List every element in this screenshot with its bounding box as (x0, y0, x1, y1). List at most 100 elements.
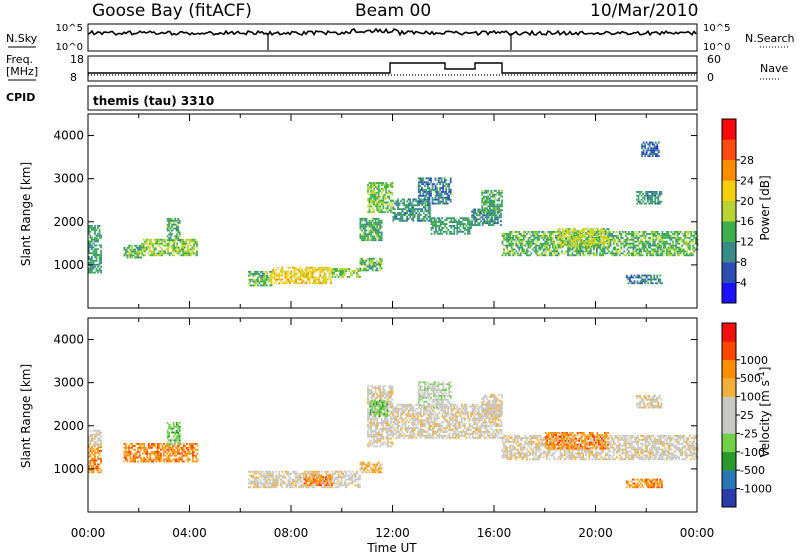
velocity-cell (367, 408, 369, 411)
power-cell (521, 242, 524, 245)
power-cell (403, 219, 405, 222)
power-cell (498, 205, 500, 208)
power-ytick-label: 3000 (53, 172, 84, 186)
velocity-cell (97, 465, 99, 468)
power-cell (370, 191, 372, 194)
power-cell (521, 248, 524, 251)
power-cell (168, 242, 171, 245)
velocity-cell (163, 458, 165, 461)
velocity-cell (97, 457, 99, 460)
power-cell (545, 238, 548, 241)
power-cell (289, 282, 291, 285)
power-cell (97, 271, 99, 274)
power-cell (535, 246, 537, 249)
power-cell (169, 235, 172, 238)
power-cell (431, 187, 434, 189)
power-cell (601, 236, 604, 238)
power-cell (678, 252, 680, 255)
power-cell (433, 232, 436, 235)
power-cell (433, 219, 436, 222)
velocity-cell (146, 450, 149, 453)
power-cell (434, 194, 437, 197)
power-cell (611, 238, 613, 241)
power-cell (551, 233, 554, 235)
power-cell (638, 254, 641, 257)
power-cell (424, 191, 426, 193)
power-cell (478, 222, 481, 225)
velocity-cell (385, 420, 388, 423)
power-cell (162, 238, 165, 241)
power-cell (586, 250, 589, 253)
power-cell (450, 227, 453, 229)
power-cell (612, 231, 615, 233)
power-cell (615, 248, 618, 251)
power-cell (644, 145, 646, 148)
noise-sky-line (87, 27, 697, 37)
velocity-cell (287, 482, 290, 485)
power-cell (385, 182, 388, 184)
power-cell (164, 238, 166, 241)
power-cell (571, 248, 574, 251)
power-cell (484, 191, 487, 194)
power-cell (263, 284, 265, 287)
power-cell (565, 241, 567, 244)
velocity-cell (383, 420, 386, 423)
power-cell (488, 197, 491, 200)
power-cell (544, 236, 546, 239)
velocity-cell (371, 422, 374, 424)
power-cell (566, 236, 569, 238)
power-cell (675, 240, 677, 243)
power-cell (175, 223, 178, 226)
power-cell (486, 208, 489, 211)
power-cell (320, 268, 323, 271)
velocity-cell (385, 416, 388, 419)
power-cell (551, 250, 554, 253)
power-cell (509, 242, 511, 245)
power-cell (575, 243, 578, 246)
power-cell (542, 238, 545, 241)
power-cell (527, 242, 530, 245)
power-cell (643, 233, 645, 235)
velocity-cell (187, 446, 190, 449)
power-cell (488, 201, 491, 204)
power-cell (626, 244, 629, 247)
power-cell (685, 244, 688, 247)
power-cell (141, 246, 144, 249)
velocity-cell (374, 439, 377, 442)
power-cell (193, 240, 195, 243)
velocity-cell (383, 402, 386, 405)
velocity-cell (331, 472, 334, 475)
power-cell (182, 244, 185, 247)
power-cell (660, 248, 662, 251)
power-cell (95, 256, 98, 258)
power-cell (445, 179, 448, 182)
power-cell (188, 252, 191, 255)
power-cell (339, 268, 341, 270)
power-cell (658, 233, 661, 235)
power-cell (410, 208, 413, 211)
power-cell (597, 237, 599, 240)
power-cell (574, 241, 576, 244)
velocity-cell (314, 474, 317, 477)
power-cell (255, 282, 258, 285)
power-cell (649, 236, 652, 239)
power-cell (417, 183, 420, 186)
power-cell (600, 230, 602, 233)
power-cell (373, 223, 375, 226)
velocity-cell (343, 470, 346, 473)
power-cell (260, 278, 262, 281)
power-cell (589, 248, 592, 251)
power-cell (600, 243, 602, 246)
velocity-cell (289, 480, 291, 483)
velocity-cell (158, 454, 161, 457)
velocity-cell (317, 484, 320, 487)
power-cell (653, 274, 656, 277)
power-cell (433, 198, 435, 201)
power-cell (374, 237, 377, 240)
noise-tick-top-right: 10^5 (703, 23, 730, 34)
power-cell (675, 236, 677, 239)
velocity-cell (383, 393, 386, 395)
power-cell (359, 235, 362, 238)
power-cell (656, 282, 659, 285)
power-cell (667, 246, 670, 249)
